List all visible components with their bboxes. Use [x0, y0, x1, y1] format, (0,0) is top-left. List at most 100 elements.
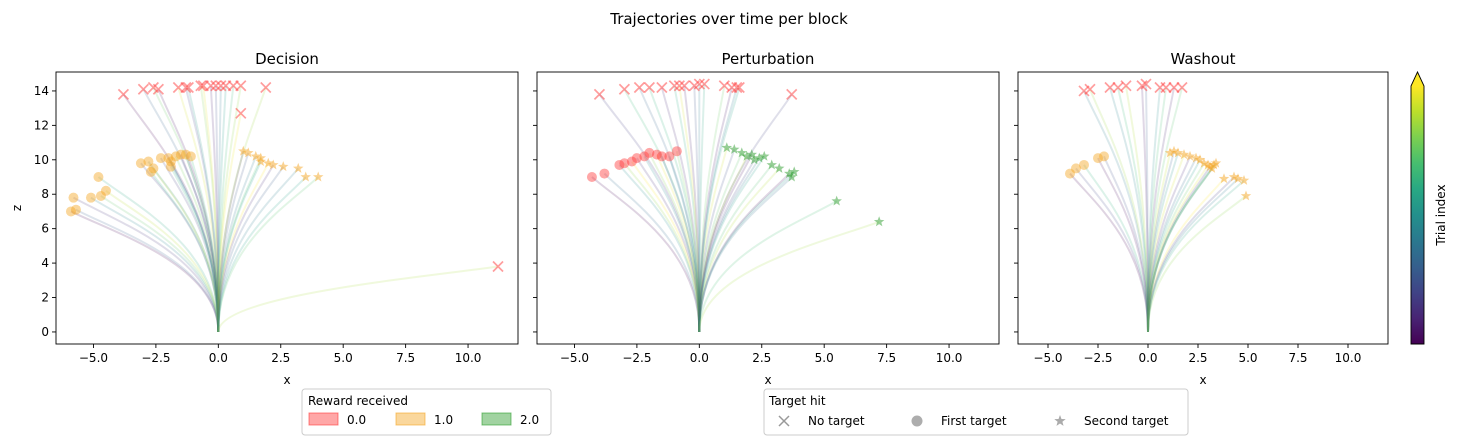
- trajectory-line: [152, 87, 220, 332]
- legend-label: First target: [941, 414, 1007, 428]
- trajectory-line: [217, 85, 222, 332]
- first-target-marker: [586, 172, 597, 183]
- x-tick-label: −2.5: [1083, 351, 1112, 365]
- trajectory-line: [660, 156, 701, 332]
- first-target-marker: [1071, 163, 1081, 174]
- trajectory-line: [1147, 154, 1185, 332]
- trajectory-line: [217, 85, 227, 332]
- trajectory-line: [698, 157, 761, 332]
- first-target-marker: [148, 163, 159, 174]
- trajectory-line: [638, 87, 701, 332]
- trajectory-line: [1147, 162, 1205, 332]
- trajectory-line: [643, 155, 701, 332]
- second-target-marker: [1184, 150, 1196, 161]
- second-target-marker: [746, 149, 757, 160]
- trajectory-line: [160, 157, 220, 332]
- x-tick-label: 5.0: [334, 351, 353, 365]
- trajectory-line: [698, 171, 795, 332]
- trajectory-line: [1147, 178, 1225, 332]
- trajectory-line: [668, 156, 701, 332]
- x-tick-label: −5.0: [560, 351, 589, 365]
- first-target-marker: [165, 161, 176, 172]
- first-target-marker: [639, 151, 650, 162]
- trajectory-line: [1069, 172, 1149, 332]
- no-target-marker: [668, 80, 680, 92]
- trajectory-line: [169, 166, 220, 332]
- colorbar: Trial index: [1410, 70, 1448, 345]
- trajectory-line: [202, 85, 220, 332]
- second-target-marker: [255, 156, 267, 166]
- first-target-marker: [651, 149, 662, 160]
- y-tick-label: 0: [41, 325, 49, 339]
- first-target-marker: [1099, 151, 1109, 162]
- no-target-marker: [235, 80, 247, 92]
- trajectory-line: [698, 87, 741, 332]
- axes-frame: [536, 71, 1000, 345]
- no-target-marker: [1168, 81, 1180, 94]
- trajectory-line: [70, 210, 220, 332]
- first-target-marker: [100, 185, 111, 196]
- trajectory-line: [591, 176, 701, 332]
- first-target-marker: [185, 151, 196, 162]
- trajectory-line: [199, 85, 220, 332]
- x-tick-label: 2.5: [271, 351, 290, 365]
- y-tick-label: 14: [34, 84, 49, 98]
- second-target-marker: [1228, 171, 1240, 182]
- no-target-marker: [205, 80, 217, 92]
- trajectory-line: [1147, 179, 1245, 332]
- legend-swatch: [308, 412, 339, 426]
- second-target-marker: [1172, 147, 1184, 158]
- trajectory-line: [1147, 164, 1215, 332]
- first-target-marker: [163, 153, 174, 164]
- axes-frame: [55, 71, 519, 345]
- trajectory-line: [187, 87, 220, 332]
- panel-decision: Decision −5.0 −2.5 0.0 2.5 5.0 7.5 10.0 x 0 2 4 6 8 10…: [10, 50, 519, 387]
- x-tick-label: 5.0: [815, 351, 834, 365]
- second-target-marker: [1240, 190, 1252, 201]
- y-tick-label: 8: [41, 187, 49, 201]
- legends: Reward received 0.0 1.0 2.0 Target hit No tar…: [301, 388, 1189, 436]
- panel-title: Perturbation: [722, 50, 815, 68]
- first-target-marker: [1065, 168, 1075, 179]
- x-axis-label: x: [283, 373, 290, 387]
- trajectory-line: [1147, 162, 1217, 332]
- trajectory-line: [189, 156, 220, 332]
- trajectory-line: [698, 167, 781, 332]
- legend-frame: [301, 388, 552, 436]
- trajectory-line: [1141, 85, 1149, 332]
- second-target-marker: [238, 145, 249, 156]
- first-target-marker: [619, 158, 630, 169]
- trajectory-line: [217, 162, 270, 332]
- trajectory-line: [1097, 157, 1149, 332]
- trajectory-line: [217, 176, 307, 332]
- trajectory-line: [105, 189, 220, 332]
- trajectory-line: [678, 85, 701, 332]
- x-tick-label: 0.0: [1138, 351, 1157, 365]
- x-tick-label: 10.0: [1335, 351, 1362, 365]
- no-target-marker: [1104, 81, 1116, 94]
- second-target-marker: [736, 147, 748, 158]
- legend-label: No target: [808, 414, 865, 428]
- legend-reward: Reward received 0.0 1.0 2.0: [301, 388, 552, 436]
- trajectory-line: [1147, 167, 1213, 332]
- no-target-marker: [152, 83, 164, 95]
- second-target-marker: [255, 152, 267, 163]
- trajectory-line: [100, 195, 220, 332]
- trajectory-line: [1147, 87, 1175, 332]
- trajectory-line: [698, 200, 838, 332]
- trajectory-line: [1147, 166, 1211, 332]
- legend-title: Target hit: [768, 394, 826, 408]
- trajectory-line: [169, 161, 220, 332]
- second-target-marker: [729, 143, 740, 154]
- trajectory-line: [217, 87, 267, 332]
- second-target-marker: [268, 159, 279, 170]
- no-target-marker: [643, 81, 655, 94]
- trajectory-line: [217, 157, 262, 332]
- trajectories: [1069, 84, 1247, 332]
- trajectory-line: [217, 113, 242, 332]
- x-tick-label: 0.0: [209, 351, 228, 365]
- trajectory-line: [1147, 164, 1209, 332]
- trajectory-line: [217, 166, 285, 332]
- trajectory-line: [1089, 88, 1149, 332]
- no-target-marker: [633, 81, 645, 94]
